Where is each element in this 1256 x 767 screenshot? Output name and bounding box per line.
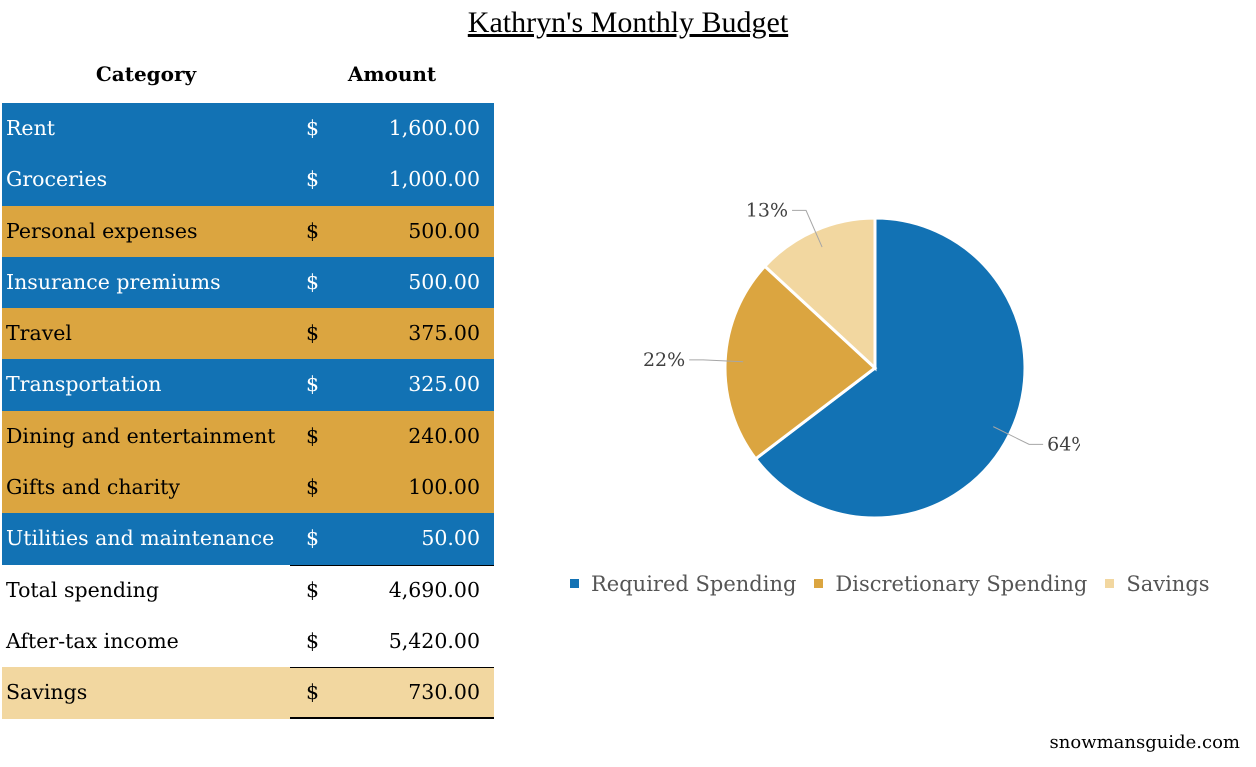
totals-row: Total spending $4,690.00 [2,564,494,616]
category-cell: Transportation [6,372,162,397]
legend-item: Required Spending [570,572,796,596]
budget-pie-chart: 64% 22% 13% [643,199,1080,520]
amount-cell: 100.00 [408,475,480,500]
currency-cell: $ [306,218,320,243]
category-cell: Gifts and charity [6,475,180,500]
budget-table: Rent $1,600.00 Groceries $1,000.00 Personal … [2,103,494,719]
currency-cell: $ [306,116,320,140]
totals-row: After-tax income $5,420.00 [2,615,494,668]
amount-header: Amount [347,62,437,86]
chart-legend: Required Spending Discretionary Spending S… [570,572,1228,596]
amount-cell: 1,000.00 [388,167,480,192]
currency-cell: $ [306,321,320,346]
leader-line [792,209,823,248]
category-cell: Personal expenses [6,218,198,243]
amount-cell: 730.00 [408,680,480,705]
category-cell: Dining and entertainment [6,423,276,448]
legend-label: Discretionary Spending [835,572,1088,596]
category-cell: Groceries [6,167,108,192]
table-row: Utilities and maintenance $50.00 [2,513,494,565]
category-header: Category [95,62,197,86]
amount-cell: 5,420.00 [388,628,480,653]
legend-swatch [1105,579,1115,588]
category-cell: Total spending [6,577,159,602]
amount-cell: 375.00 [408,321,480,346]
data-label: 13% [746,199,788,221]
legend-label: Required Spending [591,572,797,596]
currency-cell: $ [306,628,320,653]
totals-row: Savings $730.00 [2,667,494,719]
currency-cell: $ [306,423,320,448]
legend-item: Savings [1105,572,1210,596]
leader-line [993,426,1044,445]
legend-swatch [814,579,824,588]
legend-label: Savings [1126,572,1210,596]
data-label: 22% [643,349,685,371]
legend-swatch [570,579,579,588]
category-cell: Travel [6,321,72,346]
table-row: Insurance premiums $500.00 [2,256,494,309]
currency-cell: $ [306,269,320,294]
legend-item: Discretionary Spending [814,572,1087,596]
table-row: Dining and entertainment $240.00 [2,410,494,463]
leader-line [689,359,744,363]
category-cell: Rent [6,116,56,140]
table-row: Groceries $1,000.00 [2,154,494,206]
amount-cell: 4,690.00 [388,577,480,602]
amount-cell: 325.00 [408,372,480,397]
amount-cell: 1,600.00 [388,116,480,140]
category-cell: Utilities and maintenance [6,526,275,551]
currency-cell: $ [306,577,320,602]
page-title: Kathryn's Monthly Budget [467,6,789,39]
category-cell: Insurance premiums [6,269,221,294]
table-row: Personal expenses $500.00 [2,205,494,257]
currency-cell: $ [306,680,320,705]
footer-website: snowmansguide.com [1049,732,1240,753]
currency-cell: $ [306,372,320,397]
currency-cell: $ [306,475,320,500]
amount-cell: 240.00 [408,423,480,448]
data-label: 64% [1047,433,1080,455]
table-row: Transportation $325.00 [2,359,494,411]
table-row: Rent $1,600.00 [2,103,494,155]
amount-cell: 500.00 [408,218,480,243]
table-row: Travel $375.00 [2,308,494,360]
category-cell: After-tax income [6,628,179,653]
currency-cell: $ [306,526,320,551]
table-row: Gifts and charity $100.00 [2,462,494,514]
category-cell: Savings [6,680,88,705]
amount-cell: 50.00 [421,526,480,551]
amount-cell: 500.00 [408,269,480,294]
currency-cell: $ [306,167,320,192]
